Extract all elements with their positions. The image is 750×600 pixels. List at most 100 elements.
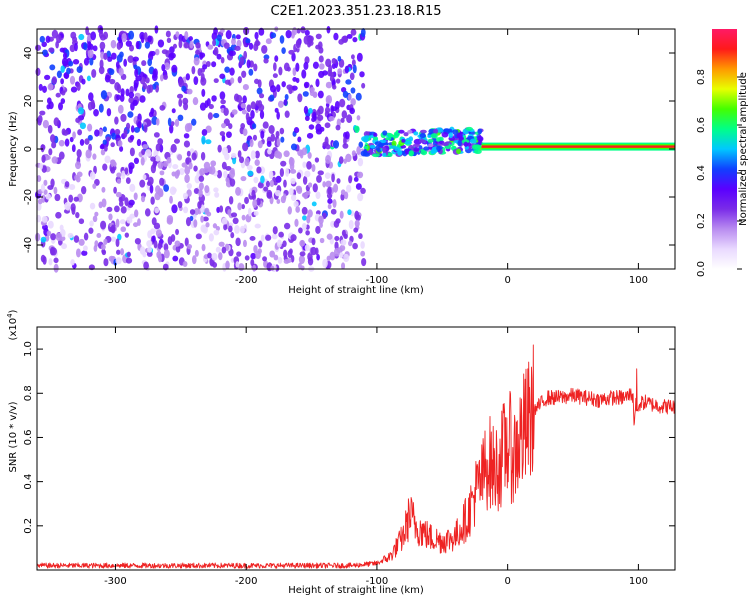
- spectrogram-cell: [213, 27, 218, 35]
- spectrogram-cell: [315, 128, 323, 135]
- spectrogram-cell: [252, 134, 258, 141]
- spectrogram-cell: [47, 83, 54, 91]
- spectrogram-cell: [252, 199, 258, 208]
- spectrogram-cell: [242, 84, 249, 91]
- spectrogram-cell: [325, 154, 331, 165]
- spectrogram-cell: [312, 91, 318, 98]
- spectrogram-cell: [92, 183, 97, 189]
- spectrogram-cell: [457, 140, 462, 147]
- spectrogram-cell: [129, 86, 134, 94]
- spectrogram-cell: [126, 251, 131, 258]
- spectrogram-cell: [146, 119, 152, 127]
- spectrogram-cell: [363, 145, 369, 150]
- spectrogram-cell: [284, 222, 291, 230]
- spectrogram-cell: [290, 143, 298, 151]
- spectrogram-cell: [147, 35, 152, 43]
- spectrogram-cell: [117, 104, 124, 114]
- spectrogram-cell: [126, 216, 133, 224]
- spectrogram-cell: [86, 75, 91, 82]
- spectrogram-cell: [55, 211, 62, 219]
- spectrogram-cell: [221, 122, 227, 129]
- spectrogram-cell: [53, 263, 59, 273]
- spectrogram-cell: [93, 244, 98, 252]
- spectrogram-cell: [50, 233, 57, 241]
- spectrogram-cell: [231, 109, 238, 115]
- spectrogram-cell: [403, 132, 409, 137]
- spectrogram-cell: [78, 33, 85, 41]
- spectrogram-cell: [287, 249, 293, 259]
- spectrogram-cell: [51, 29, 59, 39]
- spectrogram-cell: [144, 41, 151, 49]
- spectrogram-cell: [90, 31, 97, 41]
- spectrogram-cell: [304, 170, 311, 178]
- spectrogram-cell: [55, 232, 62, 241]
- spectrogram-cell: [360, 27, 366, 38]
- spectrogram-cell: [306, 132, 314, 139]
- spectrogram-cell: [285, 167, 290, 177]
- spectrogram-cell: [348, 240, 353, 247]
- spectrogram-cell: [263, 186, 269, 192]
- spectrogram-cell: [175, 228, 179, 236]
- spectrogram-cell: [303, 105, 309, 115]
- spectrogram-cell: [72, 36, 78, 43]
- spectrogram-cell: [130, 125, 135, 133]
- spectrogram-cell: [154, 207, 160, 214]
- spectrogram-cell: [169, 195, 173, 204]
- spectrogram-cell: [183, 140, 191, 148]
- snr-y-tick-label: 0.8: [23, 385, 34, 401]
- spectrogram-cell: [99, 41, 106, 50]
- spectrogram-cell: [230, 232, 235, 239]
- spectrogram-cell: [311, 201, 317, 207]
- spectrogram-cell: [268, 170, 274, 180]
- spectrogram-cell: [93, 165, 97, 175]
- spectrogram-cell: [224, 66, 230, 73]
- spectrogram-cell: [64, 138, 70, 147]
- snr-x-tick-label: -200: [235, 576, 258, 587]
- spectrogram-cell: [182, 260, 188, 268]
- spectrogram-cell: [268, 125, 275, 134]
- snr-y-multiplier-exp: 4: [6, 313, 14, 318]
- spectrogram-cell: [359, 71, 365, 78]
- spectrogram-cell: [84, 138, 90, 145]
- spectrogram-cell: [260, 234, 265, 242]
- spectrogram-cell: [302, 215, 307, 221]
- spectrogram-cell: [334, 100, 340, 110]
- spectrogram-cell: [369, 144, 376, 149]
- spectrogram-y-ticks: -40 -20 0 20 40: [23, 47, 675, 253]
- spectrogram-cell: [302, 175, 308, 185]
- spectrogram-cell: [134, 237, 141, 245]
- spectrogram-cell: [237, 202, 242, 211]
- spectrogram-cell: [133, 64, 138, 70]
- spectrogram-cell: [299, 239, 306, 247]
- spectrogram-cell: [123, 58, 128, 67]
- spectrogram-cell: [112, 161, 117, 167]
- spectrogram-cell: [314, 157, 320, 163]
- spectrogram-cell: [234, 224, 240, 234]
- spectrogram-cell: [404, 140, 413, 145]
- spectrogram-cell: [102, 163, 108, 171]
- spectrogram-cell: [301, 222, 307, 230]
- spectrogram-cell: [61, 57, 69, 67]
- spectrogram-cell: [296, 172, 302, 180]
- spectrogram-cell: [333, 32, 339, 41]
- spectrogram-cell: [121, 170, 126, 180]
- spectrogram-cell: [303, 61, 309, 70]
- colorbar-gradient: [712, 29, 737, 269]
- spectrogram-cell: [129, 134, 135, 141]
- spectrogram-y-tick-label: -40: [23, 237, 34, 253]
- spectrogram-cell: [283, 62, 290, 72]
- spectrogram-cell: [241, 203, 246, 210]
- spectrogram-cell: [222, 146, 229, 156]
- spectrogram-cell: [134, 68, 139, 78]
- spectrogram-cell: [252, 264, 257, 272]
- spectrogram-cell: [106, 206, 113, 212]
- spectrogram-cell: [177, 154, 183, 161]
- spectrogram-y-label: Frequency (Hz): [8, 111, 19, 187]
- spectrogram-cell: [448, 132, 453, 139]
- spectrogram-cell: [41, 41, 47, 48]
- spectrogram-cell: [68, 60, 74, 67]
- spectrogram-cell: [105, 136, 111, 142]
- spectrogram-cell: [271, 233, 278, 240]
